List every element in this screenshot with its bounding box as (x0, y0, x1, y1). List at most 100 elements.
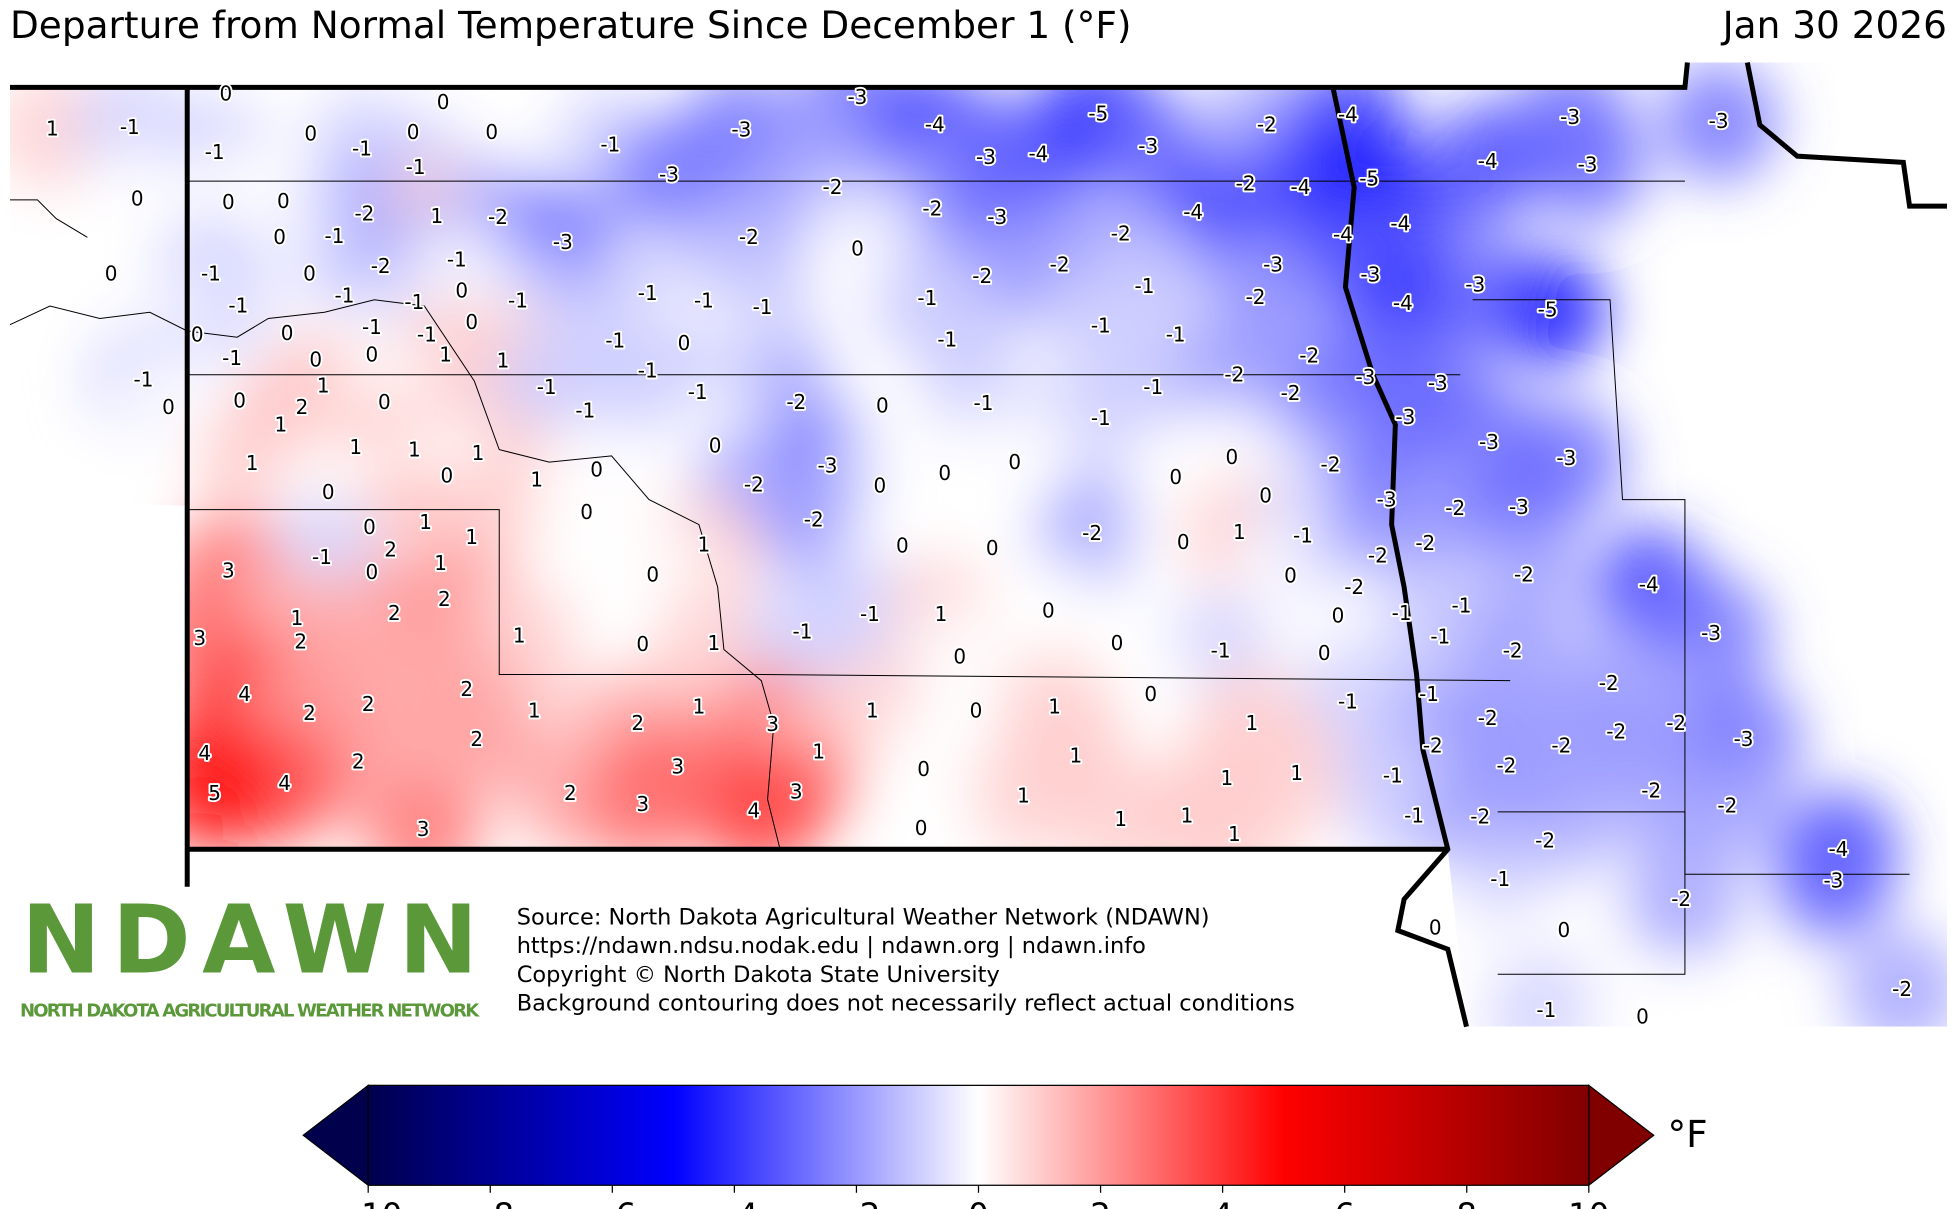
station-value: 3 (636, 792, 649, 816)
station-value: -1 (1211, 638, 1231, 662)
station-value: 0 (917, 757, 930, 781)
station-value: -3 (1560, 105, 1580, 129)
station-value: -2 (488, 205, 508, 229)
station-value: -1 (688, 380, 708, 404)
contour-blob (334, 554, 455, 675)
station-value: -3 (1360, 263, 1380, 287)
station-value: -4 (1291, 175, 1311, 199)
station-value: -1 (417, 322, 437, 346)
station-value: -3 (987, 205, 1007, 229)
date: Jan 30 2026 (1721, 3, 1947, 47)
station-value: -1 (1135, 274, 1155, 298)
county-line (187, 509, 1511, 682)
station-value: 1 (1114, 807, 1127, 831)
station-value: 0 (303, 261, 316, 285)
station-value: 0 (455, 279, 468, 303)
station-value: -3 (1578, 153, 1598, 177)
station-value: 0 (590, 457, 603, 481)
station-value: -2 (1470, 805, 1490, 829)
station-value: 0 (1169, 465, 1182, 489)
colorbar-tick-label: −8 (466, 1197, 514, 1209)
station-value: 0 (915, 816, 928, 840)
station-value: 0 (1429, 916, 1442, 940)
station-value: -3 (659, 163, 679, 187)
station-value: 1 (935, 602, 948, 626)
station-value: 0 (1111, 631, 1124, 655)
station-value: -2 (1892, 977, 1912, 1001)
title: Departure from Normal Temperature Since … (10, 3, 1132, 47)
station-value: -3 (1709, 109, 1729, 133)
station-value: 2 (352, 750, 365, 774)
station-value: -1 (352, 136, 372, 160)
contour-blob (1527, 106, 1648, 227)
station-value: 0 (709, 434, 722, 458)
station-value: 0 (378, 390, 391, 414)
station-value: -2 (1321, 452, 1341, 476)
station-value: 1 (1245, 711, 1258, 735)
station-value: 0 (896, 534, 909, 558)
station-value: 3 (222, 559, 235, 583)
station-value: 0 (1226, 445, 1239, 469)
station-value: -1 (1091, 406, 1111, 430)
station-value: -1 (201, 261, 221, 285)
station-value: -5 (1088, 101, 1108, 125)
colorbar-tick-label: −4 (710, 1197, 758, 1209)
station-value: -3 (1509, 495, 1529, 519)
station-value: -2 (823, 175, 843, 199)
station-value: -1 (1383, 763, 1403, 787)
station-value: -1 (312, 545, 332, 569)
station-value: 3 (671, 755, 684, 779)
station-value: 1 (866, 698, 879, 722)
station-value: 0 (273, 225, 286, 249)
station-value: 0 (281, 321, 294, 345)
station-value: 1 (408, 437, 421, 461)
station-value: 2 (296, 395, 309, 419)
station-value: 0 (366, 342, 379, 366)
station-value: 2 (438, 587, 451, 611)
station-value: -2 (1415, 531, 1435, 555)
station-value: 0 (131, 186, 144, 210)
station-value: -4 (1639, 572, 1659, 596)
station-value: 0 (646, 562, 659, 586)
station-value: 0 (1636, 1004, 1649, 1028)
station-value: 0 (938, 461, 951, 485)
station-value: 1 (708, 631, 721, 655)
station-value: -2 (1445, 496, 1465, 520)
station-value: -1 (447, 248, 467, 272)
station-value: -1 (1166, 322, 1186, 346)
station-value: -4 (1478, 149, 1498, 173)
state-border (1744, 61, 1948, 209)
station-value: -3 (976, 145, 996, 169)
station-value: 1 (1221, 766, 1234, 790)
station-value: 4 (198, 741, 211, 765)
station-value: -2 (1257, 113, 1277, 137)
station-value: 1 (317, 374, 330, 398)
station-value: -2 (1368, 544, 1388, 568)
station-value: -1 (937, 327, 957, 351)
colorbar-tick-label: −10 (334, 1197, 402, 1209)
colorbar: −10 −8 −6 −4 −2 0 2 4 6 8 10 °F (302, 1084, 1708, 1209)
station-value: 3 (193, 626, 206, 650)
colorbar-tick-label: −2 (833, 1197, 881, 1209)
station-value: 1 (46, 116, 59, 140)
station-value: 0 (222, 190, 235, 214)
contour-blob (51, 214, 171, 335)
station-value: -2 (1496, 753, 1516, 777)
station-value: -4 (1028, 141, 1048, 165)
station-value: 0 (1284, 564, 1297, 588)
station-value: -2 (1641, 778, 1661, 802)
river (9, 299, 781, 850)
colorbar-tick-label: 4 (1212, 1197, 1233, 1209)
station-value: -1 (974, 391, 994, 415)
station-value: -1 (1404, 803, 1424, 827)
station-value: 1 (1233, 520, 1246, 544)
station-value: 0 (1177, 530, 1190, 554)
station-value: -5 (1359, 166, 1379, 190)
station-value: 1 (698, 532, 711, 556)
station-value: 1 (812, 740, 825, 764)
station-value: -3 (1395, 405, 1415, 429)
contour-blob (1427, 102, 1548, 223)
station-value: -2 (1478, 706, 1498, 730)
station-value: -2 (1299, 344, 1319, 368)
station-value: 2 (362, 692, 375, 716)
